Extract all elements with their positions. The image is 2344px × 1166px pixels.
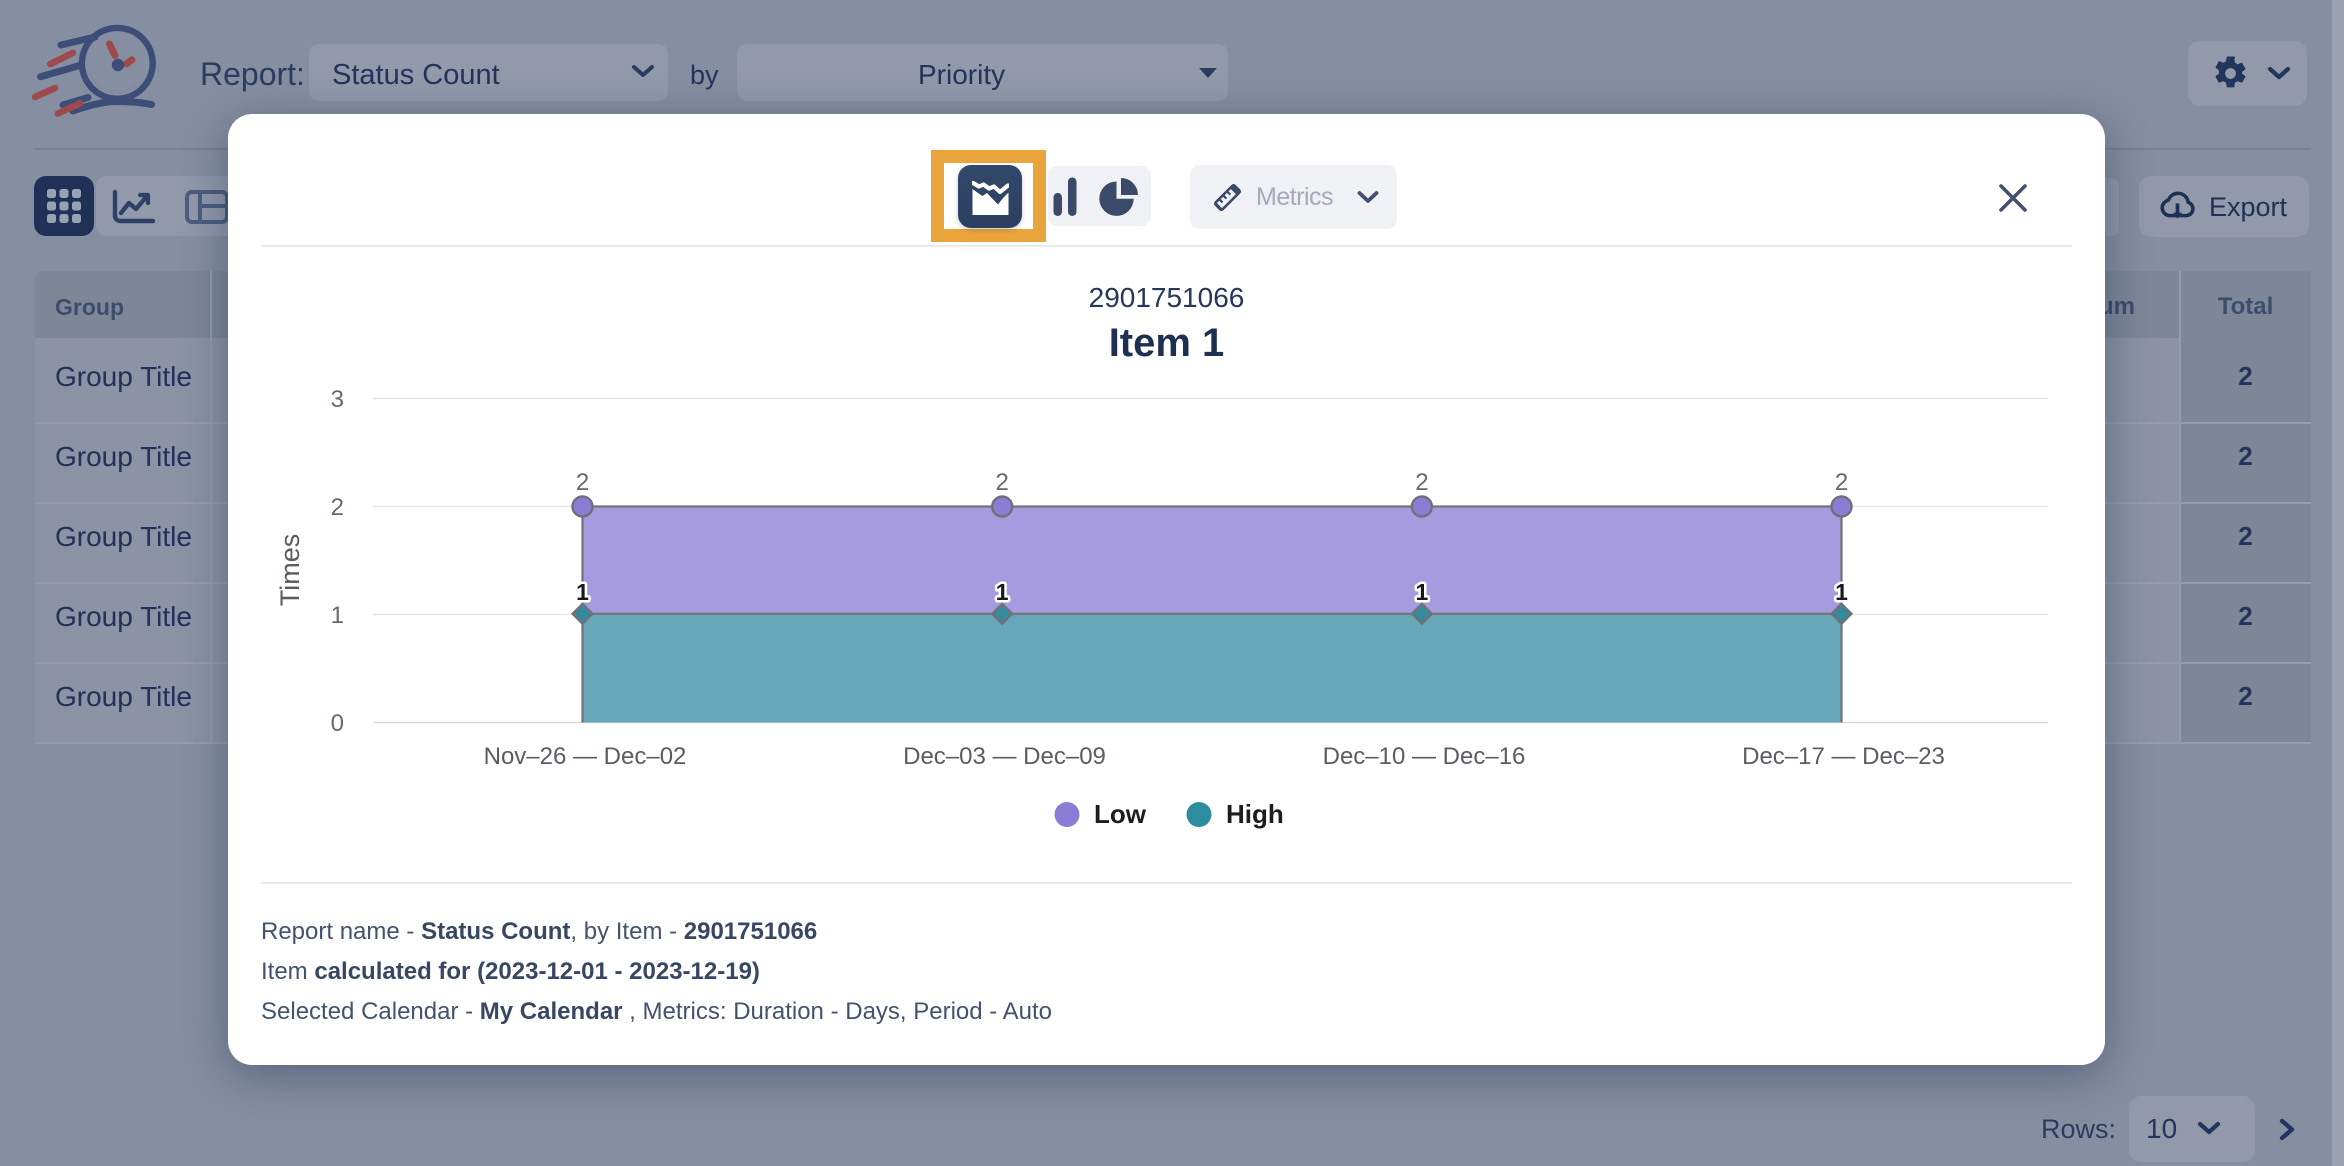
svg-text:Dec–03 — Dec–09: Dec–03 — Dec–09 bbox=[903, 743, 1106, 770]
svg-text:High: High bbox=[1226, 799, 1284, 829]
svg-text:0: 0 bbox=[331, 710, 344, 737]
svg-text:Dec–10 — Dec–16: Dec–10 — Dec–16 bbox=[1323, 743, 1526, 770]
svg-text:Times: Times bbox=[275, 534, 305, 607]
svg-text:1: 1 bbox=[996, 579, 1009, 605]
svg-text:2: 2 bbox=[1835, 469, 1848, 496]
svg-text:1: 1 bbox=[1835, 579, 1848, 605]
svg-text:1: 1 bbox=[576, 579, 589, 605]
svg-text:1: 1 bbox=[331, 602, 344, 629]
svg-text:1: 1 bbox=[1416, 579, 1429, 605]
svg-text:2: 2 bbox=[331, 494, 344, 521]
svg-text:Dec–17 — Dec–23: Dec–17 — Dec–23 bbox=[1742, 743, 1945, 770]
svg-text:2: 2 bbox=[996, 469, 1009, 496]
svg-text:3: 3 bbox=[331, 386, 344, 413]
svg-text:2: 2 bbox=[1415, 469, 1428, 496]
svg-text:Nov–26 — Dec–02: Nov–26 — Dec–02 bbox=[484, 743, 687, 770]
svg-text:Low: Low bbox=[1094, 799, 1147, 829]
svg-text:2: 2 bbox=[576, 469, 589, 496]
